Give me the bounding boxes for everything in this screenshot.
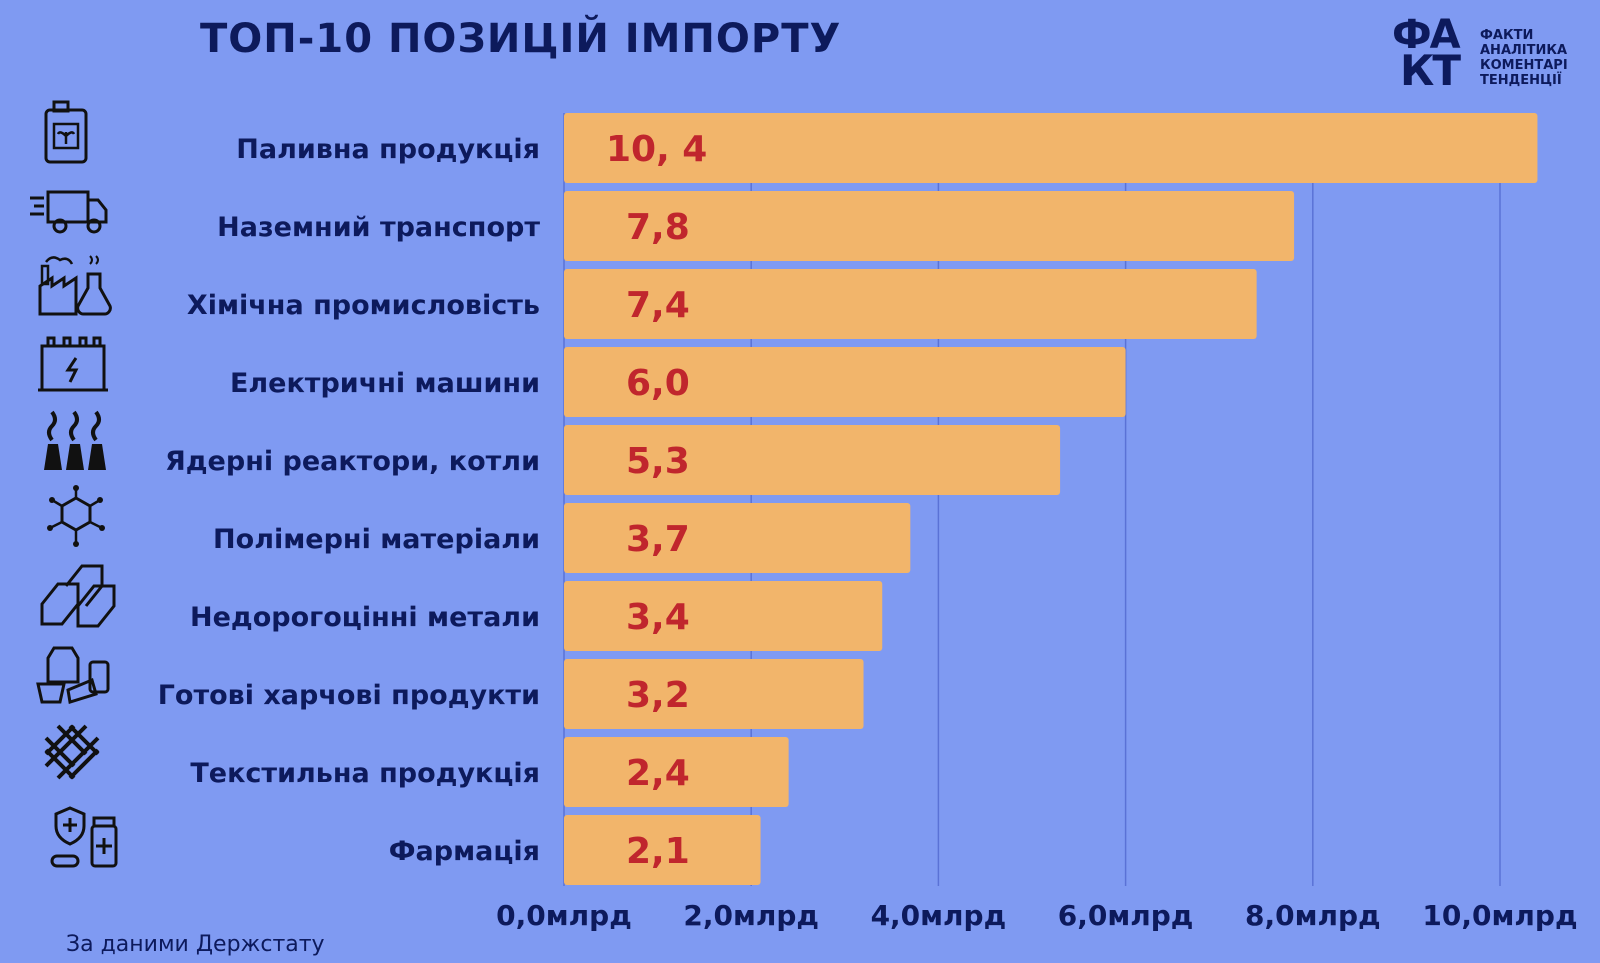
textile-weave-icon <box>38 718 118 788</box>
nuclear-plant-icon <box>34 406 114 476</box>
category-label: Полімерні матеріали <box>213 524 540 555</box>
logo-mark-top: ФА <box>1392 12 1461 58</box>
tick-layer: 0,0млрд 2,0млрд 4,0млрд 6,0млрд 8,0млрд 10,0м… <box>496 899 1577 932</box>
category-label: Ядерні реактори, котли <box>165 446 540 477</box>
bar <box>564 113 1538 183</box>
pharmacy-icon <box>46 802 126 872</box>
logo-mark: ФА КТ <box>1392 12 1472 96</box>
label-layer: 10, 4 Паливна продукція 7,8 Наземний трансп… <box>158 129 708 872</box>
value-label: 5,3 <box>626 441 690 482</box>
value-label: 3,7 <box>626 519 690 560</box>
category-label: Готові харчові продукти <box>158 680 540 711</box>
value-label: 10, 4 <box>606 129 707 170</box>
value-label: 3,4 <box>626 597 690 638</box>
category-label: Текстильна продукція <box>190 758 540 789</box>
bar <box>564 815 761 885</box>
logo-word: АНАЛІТИКА <box>1480 43 1568 58</box>
category-label: Фармація <box>389 836 540 867</box>
value-label: 3,2 <box>626 675 690 716</box>
bar <box>564 347 1126 417</box>
category-label: Хімічна промисловість <box>187 290 540 321</box>
brand-logo: ФА КТ ФАКТИ АНАЛІТИКА КОМЕНТАРІ ТЕНДЕНЦІ… <box>1392 12 1587 96</box>
value-label: 2,4 <box>626 753 690 794</box>
fuel-canister-icon <box>30 98 110 168</box>
metal-ingots-icon <box>36 560 116 630</box>
logo-mark-bottom: КТ <box>1400 46 1461 95</box>
category-label: Паливна продукція <box>236 134 540 165</box>
molecule-icon <box>36 484 116 554</box>
logo-word: КОМЕНТАРІ <box>1480 58 1568 73</box>
food-products-icon <box>34 640 114 710</box>
x-tick-label: 8,0млрд <box>1245 899 1381 932</box>
x-tick-label: 10,0млрд <box>1422 899 1577 932</box>
bar <box>564 737 789 807</box>
value-label: 7,4 <box>626 285 690 326</box>
bar <box>564 425 1061 495</box>
value-label: 6,0 <box>626 363 690 404</box>
bar <box>564 269 1257 339</box>
bar <box>564 503 911 573</box>
x-tick-label: 4,0млрд <box>871 899 1007 932</box>
logo-word: ТЕНДЕНЦІЇ <box>1480 73 1562 88</box>
bar <box>564 581 883 651</box>
chart-title: ТОП-10 ПОЗИЦІЙ ІМПОРТУ <box>200 16 842 62</box>
bar <box>564 191 1295 261</box>
x-tick-label: 2,0млрд <box>683 899 819 932</box>
bar-layer <box>564 113 1538 885</box>
delivery-truck-icon <box>28 178 108 248</box>
category-label: Недорогоцінні метали <box>190 602 540 633</box>
battery-icon <box>34 330 114 400</box>
bar <box>564 659 864 729</box>
source-note: За даними Держстату <box>66 932 325 957</box>
category-label: Наземний транспорт <box>217 212 540 243</box>
value-label: 7,8 <box>626 207 690 248</box>
value-label: 2,1 <box>626 831 690 872</box>
logo-word: ФАКТИ <box>1480 28 1534 43</box>
category-label: Електричні машини <box>230 368 540 399</box>
logo-words: ФАКТИ АНАЛІТИКА КОМЕНТАРІ ТЕНДЕНЦІЇ <box>1480 28 1568 88</box>
chemical-factory-icon <box>32 252 112 322</box>
x-tick-label: 0,0млрд <box>496 899 632 932</box>
x-tick-label: 6,0млрд <box>1058 899 1194 932</box>
